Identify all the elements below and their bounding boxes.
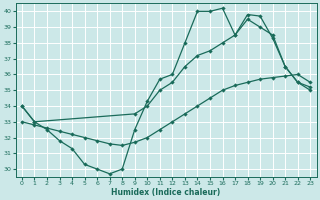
X-axis label: Humidex (Indice chaleur): Humidex (Indice chaleur) (111, 188, 221, 197)
